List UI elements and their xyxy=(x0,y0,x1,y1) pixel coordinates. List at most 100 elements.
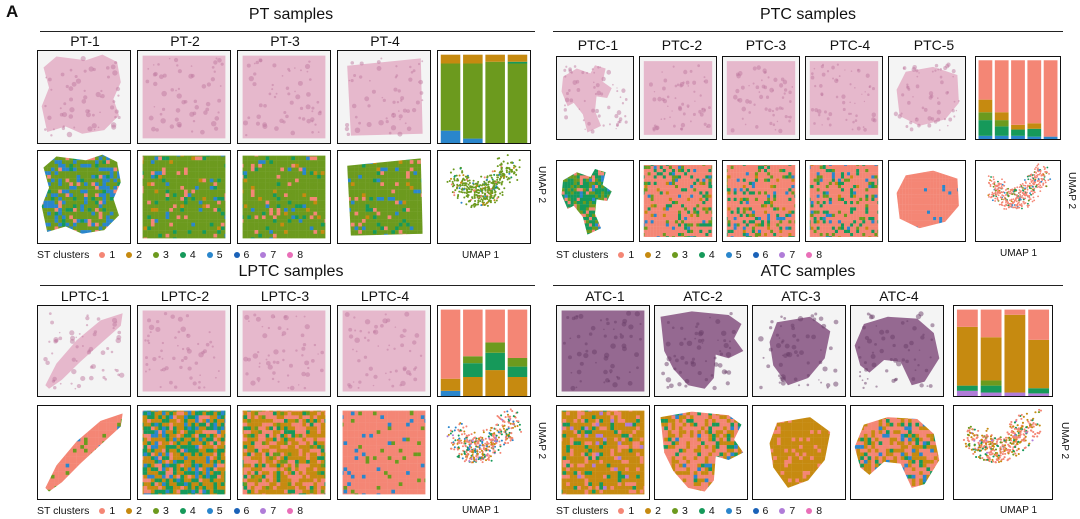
legend-swatch xyxy=(206,252,213,258)
sample-label: LPTC-3 xyxy=(260,288,310,304)
legend-label: 4 xyxy=(708,249,715,261)
legend-swatch xyxy=(779,252,786,258)
legend-swatch xyxy=(779,508,786,514)
legend-swatch xyxy=(618,508,625,514)
legend-title: ST clusters xyxy=(556,505,609,517)
legend-swatch xyxy=(260,508,267,514)
he-image-tile xyxy=(137,50,231,144)
cluster-legend: ST clusters 1 2 3 4 5 6 7 8 xyxy=(37,249,314,261)
panel-title-atc: ATC samples xyxy=(760,263,856,280)
legend-label: 8 xyxy=(297,249,304,261)
legend-label: 7 xyxy=(789,249,796,261)
legend-label: 4 xyxy=(708,505,715,517)
umap-plot xyxy=(437,150,531,244)
cluster-legend: ST clusters 1 2 3 4 5 6 7 8 xyxy=(556,505,833,517)
panel-rule-pt xyxy=(40,31,535,32)
umap-plot xyxy=(437,405,531,500)
legend-swatch xyxy=(179,508,186,514)
legend-swatch xyxy=(645,508,652,514)
legend-swatch xyxy=(287,508,294,514)
legend-title: ST clusters xyxy=(556,249,609,261)
he-image-tile xyxy=(888,56,966,140)
legend-swatch xyxy=(725,252,732,258)
sample-label: PTC-3 xyxy=(745,37,787,53)
he-image-tile xyxy=(337,50,431,144)
st-cluster-map xyxy=(805,160,883,242)
cluster-proportion-bars xyxy=(975,56,1061,140)
sample-label: ATC-3 xyxy=(781,288,821,304)
legend-label: 7 xyxy=(789,505,796,517)
st-cluster-map xyxy=(337,150,431,244)
sample-label: ATC-4 xyxy=(879,288,919,304)
cluster-proportion-bars xyxy=(437,50,531,144)
legend-label: 7 xyxy=(270,249,277,261)
legend-swatch xyxy=(99,508,106,514)
legend-label: 6 xyxy=(243,505,250,517)
he-image-tile xyxy=(850,305,944,397)
cluster-legend: ST clusters 1 2 3 4 5 6 7 8 xyxy=(556,249,833,261)
legend-swatch xyxy=(287,252,294,258)
panel-rule-ptc xyxy=(553,31,1063,32)
cluster-proportion-bars xyxy=(437,305,531,397)
legend-label: 2 xyxy=(136,505,143,517)
st-cluster-map xyxy=(888,160,966,242)
he-image-tile xyxy=(805,56,883,140)
legend-label: 3 xyxy=(163,505,169,517)
sample-label: PTC-2 xyxy=(661,37,703,53)
st-cluster-map xyxy=(37,405,131,500)
st-cluster-map xyxy=(556,405,650,500)
legend-swatch xyxy=(698,508,705,514)
sample-label: ATC-2 xyxy=(683,288,723,304)
umap-plot xyxy=(975,160,1061,242)
umap-y-label: UMAP 2 xyxy=(536,422,547,460)
he-image-tile xyxy=(237,305,331,397)
st-cluster-map xyxy=(137,150,231,244)
sample-label: ATC-1 xyxy=(585,288,625,304)
legend-swatch xyxy=(698,252,705,258)
legend-label: 5 xyxy=(216,249,223,261)
st-cluster-map xyxy=(752,405,846,500)
legend-label: 2 xyxy=(655,505,662,517)
he-image-tile xyxy=(722,56,800,140)
legend-swatch xyxy=(233,508,240,514)
legend-swatch xyxy=(260,252,267,258)
legend-swatch xyxy=(672,252,679,258)
sample-label: LPTC-4 xyxy=(360,288,410,304)
legend-label: 8 xyxy=(816,505,823,517)
legend-label: 8 xyxy=(297,505,304,517)
figure-letter: A xyxy=(6,2,19,21)
legend-swatch xyxy=(806,252,813,258)
st-cluster-map xyxy=(37,150,131,244)
legend-label: 6 xyxy=(243,249,250,261)
panel-title-lptc: LPTC samples xyxy=(238,263,344,280)
st-cluster-map xyxy=(556,160,634,242)
umap-y-label: UMAP 2 xyxy=(536,166,547,204)
st-cluster-map xyxy=(850,405,944,500)
legend-swatch xyxy=(672,508,679,514)
cluster-proportion-bars xyxy=(953,305,1053,397)
legend-swatch xyxy=(233,252,240,258)
legend-swatch xyxy=(206,508,213,514)
legend-label: 5 xyxy=(735,249,742,261)
sample-label: PT-1 xyxy=(70,33,100,49)
st-cluster-map xyxy=(654,405,748,500)
legend-label: 1 xyxy=(628,249,635,261)
umap-x-label: UMAP 1 xyxy=(1000,248,1038,259)
legend-label: 1 xyxy=(109,505,116,517)
st-cluster-map xyxy=(237,405,331,500)
he-image-tile xyxy=(556,305,650,397)
st-cluster-map xyxy=(722,160,800,242)
legend-label: 5 xyxy=(216,505,223,517)
legend-label: 5 xyxy=(735,505,742,517)
umap-x-label: UMAP 1 xyxy=(462,505,500,516)
legend-swatch xyxy=(752,508,759,514)
sample-label: LPTC-2 xyxy=(160,288,210,304)
legend-label: 4 xyxy=(189,505,196,517)
legend-label: 6 xyxy=(762,505,769,517)
legend-swatch xyxy=(725,508,732,514)
st-cluster-map xyxy=(137,405,231,500)
legend-title: ST clusters xyxy=(37,505,90,517)
panel-title-pt: PT samples xyxy=(248,6,334,23)
legend-label: 6 xyxy=(762,249,769,261)
legend-title: ST clusters xyxy=(37,249,90,261)
